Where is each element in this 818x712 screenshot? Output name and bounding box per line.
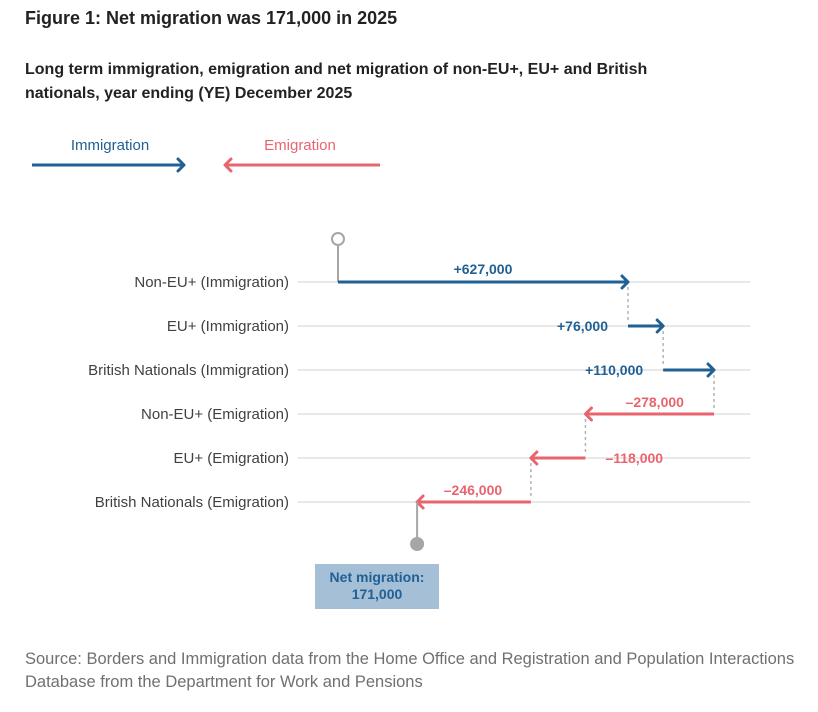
chart-legend: Immigration Emigration [32,137,380,173]
chart-subtitle: Long term immigration, emigration and ne… [25,61,648,102]
value-label: +76,000 [557,318,608,334]
category-labels: Non-EU+ (Immigration) EU+ (Immigration) Br… [88,274,289,511]
net-label-title: Net migration: [330,569,425,585]
value-label: –118,000 [605,450,663,466]
waterfall-chart: Immigration Emigration Non-EU+ (Immigrati… [32,137,750,609]
chart-title: Figure 1: Net migration was 171,000 in 2… [25,8,398,28]
net-marker [410,537,425,551]
category-label: EU+ (Immigration) [167,318,289,335]
legend-arrow-immigration [176,157,186,173]
arrow-head [583,406,593,422]
value-label: –246,000 [444,482,503,498]
source-note: Source: Borders and Immigration data fro… [25,650,795,691]
arrow-head [655,318,665,334]
arrow-head [620,274,630,290]
value-label: +110,000 [585,362,643,378]
net-label-value: 171,000 [352,586,403,602]
legend-label-emigration: Emigration [264,137,336,154]
category-label: Non-EU+ (Emigration) [141,406,289,423]
arrow-head [529,450,539,466]
start-marker [331,232,345,246]
net-migration: Net migration:171,000 [315,502,439,609]
value-label: +627,000 [454,261,513,277]
value-label: –278,000 [626,394,685,410]
category-label: British Nationals (Emigration) [95,494,289,511]
legend-label-immigration: Immigration [71,137,149,154]
arrow-head [706,362,716,378]
value-labels: +627,000 +76,000 +110,000 –278,000 –118,000 –… [444,261,684,498]
gridlines [298,281,750,503]
legend-arrow-emigration [223,157,233,173]
connectors [331,232,715,497]
category-label: Non-EU+ (Immigration) [134,274,289,291]
category-label: British Nationals (Immigration) [88,362,289,379]
net-box [315,564,439,609]
category-label: EU+ (Emigration) [174,450,289,467]
bars [338,274,716,510]
